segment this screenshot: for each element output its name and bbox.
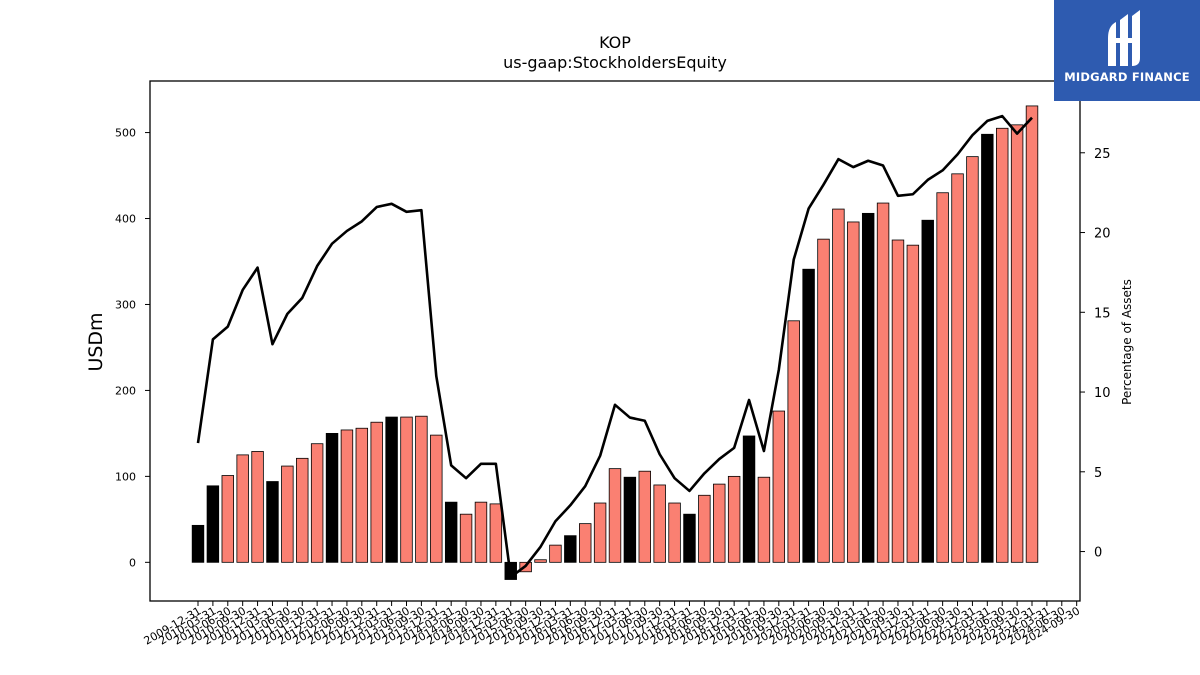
bar [593, 502, 607, 563]
bar [817, 238, 830, 563]
bar [459, 513, 473, 563]
bar [355, 427, 369, 563]
brand-mark-icon [1108, 10, 1140, 66]
bar [489, 503, 503, 563]
bar [757, 476, 771, 563]
bar [564, 535, 577, 563]
y-tick-label: 300 [115, 298, 136, 311]
bar [951, 173, 964, 563]
bar [683, 513, 696, 563]
bar [236, 454, 249, 563]
brand-logo: MIDGARD FINANCE [1054, 0, 1200, 101]
bar [921, 219, 934, 563]
y-tick-label: 0 [129, 556, 136, 569]
bar [310, 443, 324, 563]
bar [668, 502, 681, 563]
bar [549, 544, 562, 563]
bar [802, 268, 815, 563]
bar [385, 416, 398, 563]
ticks-layer: 010020030040050005101520252009-12-312010… [115, 127, 1111, 648]
bar [981, 133, 994, 563]
y-axis-label: USDm [85, 312, 107, 371]
bar [876, 202, 890, 563]
chart-subtitle: us-gaap:StockholdersEquity [503, 53, 727, 72]
bar [296, 457, 309, 563]
bar [638, 470, 651, 563]
bar [847, 221, 860, 563]
line-layer [196, 114, 1033, 579]
bar [787, 320, 800, 563]
bar [534, 559, 547, 563]
bar [1010, 124, 1024, 563]
bar [191, 524, 205, 563]
bar [742, 435, 756, 563]
bar [906, 244, 920, 563]
bar [206, 485, 220, 563]
y-tick-label: 100 [115, 470, 136, 483]
y-tick-label: 400 [115, 213, 136, 226]
bar [251, 451, 264, 563]
y2-tick-label: 0 [1094, 546, 1102, 561]
bars-layer [191, 105, 1039, 580]
chart-title: KOP [599, 33, 631, 52]
bar [221, 475, 234, 563]
bar [996, 127, 1009, 563]
bar [653, 484, 666, 563]
bar [861, 212, 875, 563]
bar [1025, 105, 1039, 563]
bar [430, 434, 443, 563]
y2-tick-label: 5 [1094, 466, 1102, 481]
bar [281, 465, 294, 563]
bar [891, 239, 905, 563]
bar [966, 156, 979, 563]
y2-tick-label: 15 [1094, 306, 1111, 321]
y-tick-label: 200 [115, 384, 136, 397]
bar [400, 416, 413, 563]
y2-tick-label: 20 [1094, 227, 1111, 242]
bar [325, 432, 339, 563]
bar [698, 494, 711, 563]
bar [727, 475, 741, 563]
bar [832, 208, 845, 563]
brand-name: MIDGARD FINANCE [1064, 70, 1190, 84]
bar [370, 421, 383, 563]
bar [474, 501, 488, 563]
bar [579, 523, 592, 563]
bar [608, 468, 622, 563]
bar [266, 481, 279, 563]
bar [936, 192, 949, 563]
series-line [196, 114, 1033, 579]
bar [340, 429, 354, 563]
y2-axis-label: Percentage of Assets [1120, 279, 1134, 405]
bar [713, 483, 726, 563]
y-tick-label: 500 [115, 127, 136, 140]
y2-tick-label: 10 [1094, 386, 1111, 401]
bar [623, 476, 637, 563]
y2-tick-label: 25 [1094, 147, 1111, 162]
bar [415, 415, 428, 563]
bar [772, 410, 786, 563]
bar [444, 501, 458, 563]
